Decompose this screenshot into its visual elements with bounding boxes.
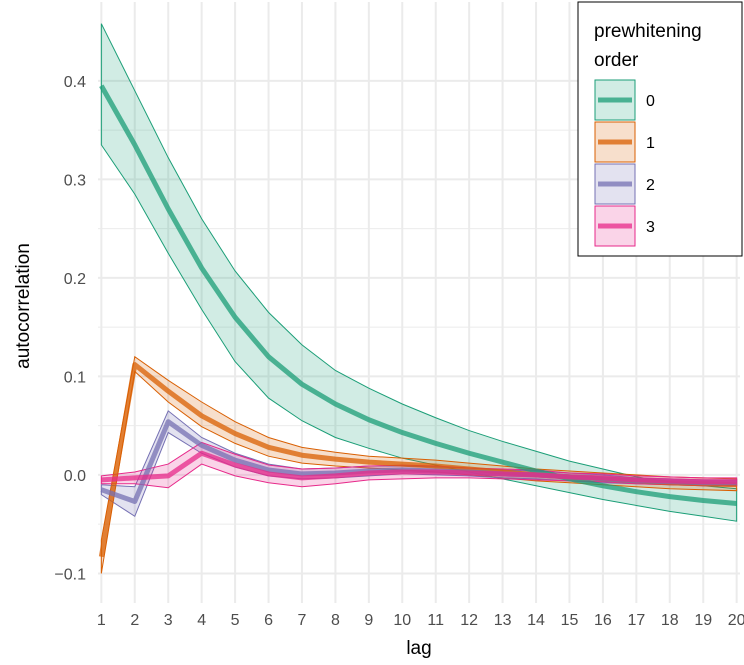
legend-key-2: 2: [594, 163, 655, 205]
legend-box: [577, 1, 743, 257]
x-tick-labels: 1 2 3 4 5 6 7 8 9 10 11 12 13 14 15 16 17 18 19 20: [97, 612, 744, 629]
legend-key-0: 0: [594, 79, 655, 121]
x-tick-label: 3: [164, 612, 173, 629]
legend-key-1: 1: [594, 121, 655, 163]
x-tick-label: 17: [627, 612, 645, 629]
x-tick-label: 6: [264, 612, 273, 629]
x-tick-label: 2: [130, 612, 139, 629]
x-tick-label: 20: [728, 612, 744, 629]
y-tick-label: 0.3: [64, 172, 86, 189]
y-tick-labels: −0.1 0.0 0.1 0.2 0.3 0.4: [54, 74, 86, 584]
x-tick-label: 1: [97, 612, 106, 629]
y-tick-label: 0.1: [64, 369, 86, 386]
x-tick-label: 13: [494, 612, 512, 629]
band-series-0: [100, 23, 738, 522]
x-tick-label: 16: [594, 612, 612, 629]
x-tick-label: 8: [331, 612, 340, 629]
x-tick-label: 5: [231, 612, 240, 629]
legend-label: 2: [646, 177, 655, 194]
legend-key-3: 3: [594, 205, 655, 247]
x-tick-label: 18: [661, 612, 679, 629]
y-axis-title: autocorrelation: [13, 243, 34, 369]
x-tick-label: 11: [427, 612, 444, 629]
x-tick-label: 10: [393, 612, 411, 629]
y-tick-label: 0.0: [64, 468, 86, 485]
x-tick-label: 14: [527, 612, 545, 629]
legend-label: 0: [646, 93, 655, 110]
x-tick-label: 4: [197, 612, 206, 629]
legend-label: 3: [646, 219, 655, 236]
legend-title-line-2: order: [594, 50, 639, 71]
legend-keys: 0 1 2 3: [594, 79, 655, 247]
line-series-3: [101, 450, 737, 485]
x-tick-label: 15: [561, 612, 579, 629]
x-tick-label: 7: [298, 612, 307, 629]
line-series-0: [99, 84, 737, 506]
x-tick-label: 12: [460, 612, 478, 629]
series-lines: [98, 84, 737, 558]
y-tick-label: 0.4: [64, 74, 86, 91]
x-axis-title: lag: [406, 638, 431, 659]
legend: prewhitening order 0 1 2 3: [577, 1, 743, 257]
x-tick-label: 9: [364, 612, 373, 629]
legend-title-line-1: prewhitening: [594, 21, 702, 42]
legend-label: 1: [646, 135, 655, 152]
y-tick-label: −0.1: [54, 566, 86, 583]
x-tick-label: 19: [694, 612, 712, 629]
y-tick-label: 0.2: [64, 271, 86, 288]
